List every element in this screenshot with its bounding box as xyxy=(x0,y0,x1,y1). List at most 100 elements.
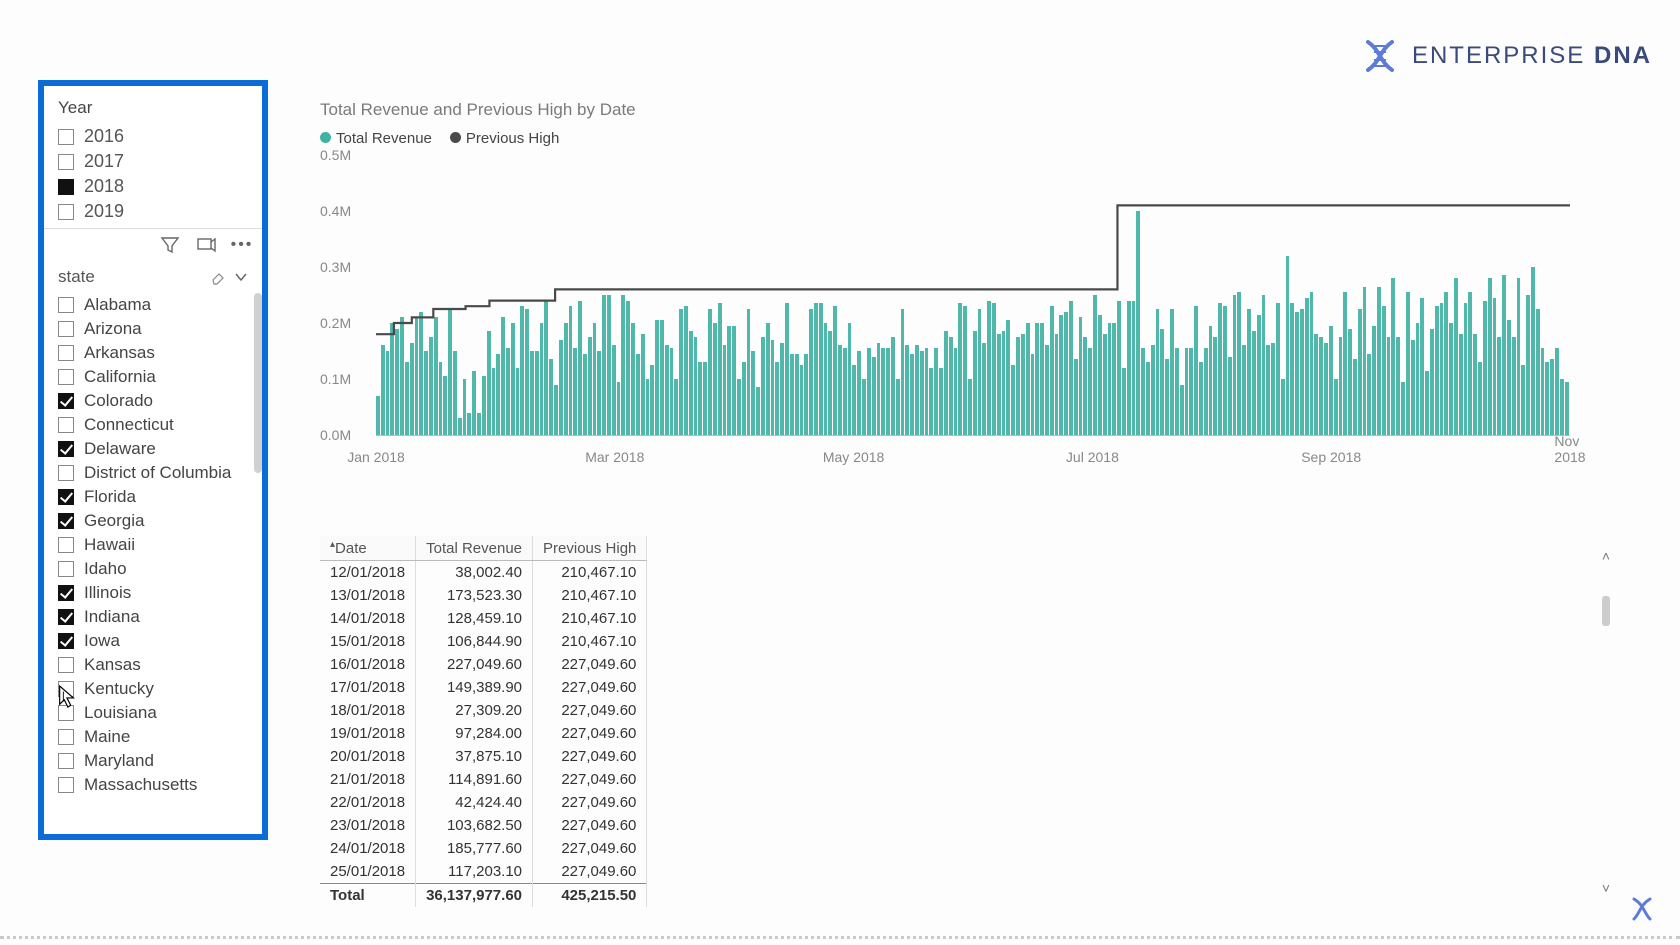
state-option[interactable]: Hawaii xyxy=(58,533,248,557)
state-option[interactable]: Kentucky xyxy=(58,677,248,701)
state-option[interactable]: Arkansas xyxy=(58,341,248,365)
state-option[interactable]: Kansas xyxy=(58,653,248,677)
table-row[interactable]: 24/01/2018185,777.60227,049.60 xyxy=(320,837,647,860)
column-header[interactable]: ▴Date xyxy=(320,536,416,561)
year-option[interactable]: 2019 xyxy=(58,199,248,224)
state-option[interactable]: Delaware xyxy=(58,437,248,461)
year-option[interactable]: 2018 xyxy=(58,174,248,199)
table-row[interactable]: 23/01/2018103,682.50227,049.60 xyxy=(320,814,647,837)
checkbox[interactable] xyxy=(58,585,74,601)
checkbox[interactable] xyxy=(58,154,74,170)
checkbox[interactable] xyxy=(58,753,74,769)
year-slicer: Year 2016201720182019 xyxy=(44,86,262,229)
state-option[interactable]: Idaho xyxy=(58,557,248,581)
state-option[interactable]: Louisiana xyxy=(58,701,248,725)
table-row[interactable]: 16/01/2018227,049.60227,049.60 xyxy=(320,653,647,676)
data-table: ▴DateTotal RevenuePrevious High 12/01/20… xyxy=(320,536,620,907)
table-row[interactable]: 22/01/201842,424.40227,049.60 xyxy=(320,791,647,814)
checkbox[interactable] xyxy=(58,204,74,220)
table-row[interactable]: 20/01/201837,875.10227,049.60 xyxy=(320,745,647,768)
table-row[interactable]: 14/01/2018128,459.10210,467.10 xyxy=(320,607,647,630)
scroll-down-icon[interactable]: ˅ xyxy=(1602,880,1610,896)
legend-item: Previous High xyxy=(450,130,559,147)
cell: 13/01/2018 xyxy=(320,584,416,607)
checkbox[interactable] xyxy=(58,489,74,505)
state-option[interactable]: Iowa xyxy=(58,629,248,653)
year-label: 2019 xyxy=(84,201,124,222)
state-option[interactable]: Alabama xyxy=(58,293,248,317)
checkbox[interactable] xyxy=(58,179,74,195)
checkbox[interactable] xyxy=(58,465,74,481)
checkbox[interactable] xyxy=(58,417,74,433)
legend-swatch xyxy=(320,132,331,143)
table-row[interactable]: 18/01/201827,309.20227,049.60 xyxy=(320,699,647,722)
checkbox[interactable] xyxy=(58,129,74,145)
cell: 21/01/2018 xyxy=(320,768,416,791)
checkbox[interactable] xyxy=(58,561,74,577)
column-header[interactable]: Total Revenue xyxy=(416,536,533,561)
state-scrollbar[interactable] xyxy=(254,293,262,473)
focus-mode-icon[interactable] xyxy=(196,235,216,255)
column-header[interactable]: Previous High xyxy=(533,536,647,561)
checkbox[interactable] xyxy=(58,777,74,793)
cell: 15/01/2018 xyxy=(320,630,416,653)
state-option[interactable]: Indiana xyxy=(58,605,248,629)
state-label: Louisiana xyxy=(84,703,157,723)
legend-swatch xyxy=(450,132,461,143)
checkbox[interactable] xyxy=(58,657,74,673)
cell: 18/01/2018 xyxy=(320,699,416,722)
year-option[interactable]: 2016 xyxy=(58,124,248,149)
checkbox[interactable] xyxy=(58,441,74,457)
scroll-up-icon[interactable]: ˄ xyxy=(1602,548,1610,564)
cell: 227,049.60 xyxy=(416,653,533,676)
state-option[interactable]: District of Columbia xyxy=(58,461,248,485)
state-option[interactable]: Colorado xyxy=(58,389,248,413)
cell: 227,049.60 xyxy=(533,653,647,676)
table-row[interactable]: 25/01/2018117,203.10227,049.60 xyxy=(320,860,647,884)
checkbox[interactable] xyxy=(58,633,74,649)
state-label: Maine xyxy=(84,727,130,747)
table-scrollbar[interactable] xyxy=(1602,596,1610,626)
state-option[interactable]: Florida xyxy=(58,485,248,509)
table-row[interactable]: 15/01/2018106,844.90210,467.10 xyxy=(320,630,647,653)
table-row[interactable]: 19/01/201897,284.00227,049.60 xyxy=(320,722,647,745)
table-row[interactable]: 21/01/2018114,891.60227,049.60 xyxy=(320,768,647,791)
cell: 97,284.00 xyxy=(416,722,533,745)
checkbox[interactable] xyxy=(58,393,74,409)
state-option[interactable]: Illinois xyxy=(58,581,248,605)
state-option[interactable]: Maine xyxy=(58,725,248,749)
cell: 19/01/2018 xyxy=(320,722,416,745)
state-option[interactable]: Arizona xyxy=(58,317,248,341)
chevron-down-icon[interactable] xyxy=(234,270,248,284)
state-option[interactable]: Connecticut xyxy=(58,413,248,437)
state-option[interactable]: Maryland xyxy=(58,749,248,773)
state-option[interactable]: California xyxy=(58,365,248,389)
state-option[interactable]: Massachusetts xyxy=(58,773,248,797)
checkbox[interactable] xyxy=(58,369,74,385)
cell: 227,049.60 xyxy=(533,791,647,814)
subscribe-icon[interactable] xyxy=(1628,895,1656,923)
cell: 25/01/2018 xyxy=(320,860,416,884)
state-label: Illinois xyxy=(84,583,131,603)
state-label: Georgia xyxy=(84,511,144,531)
checkbox[interactable] xyxy=(58,513,74,529)
cell: 16/01/2018 xyxy=(320,653,416,676)
checkbox[interactable] xyxy=(58,681,74,697)
eraser-icon[interactable] xyxy=(210,269,226,285)
year-option[interactable]: 2017 xyxy=(58,149,248,174)
table-row[interactable]: 13/01/2018173,523.30210,467.10 xyxy=(320,584,647,607)
checkbox[interactable] xyxy=(58,729,74,745)
state-option[interactable]: Georgia xyxy=(58,509,248,533)
table-row[interactable]: 17/01/2018149,389.90227,049.60 xyxy=(320,676,647,699)
x-tick-label: Mar 2018 xyxy=(585,449,644,465)
checkbox[interactable] xyxy=(58,705,74,721)
chart-title: Total Revenue and Previous High by Date xyxy=(320,100,1570,120)
filter-icon[interactable] xyxy=(160,235,180,255)
checkbox[interactable] xyxy=(58,345,74,361)
checkbox[interactable] xyxy=(58,537,74,553)
table-row[interactable]: 12/01/201838,002.40210,467.10 xyxy=(320,561,647,585)
checkbox[interactable] xyxy=(58,609,74,625)
checkbox[interactable] xyxy=(58,321,74,337)
more-options-icon[interactable]: ••• xyxy=(232,235,252,255)
checkbox[interactable] xyxy=(58,297,74,313)
